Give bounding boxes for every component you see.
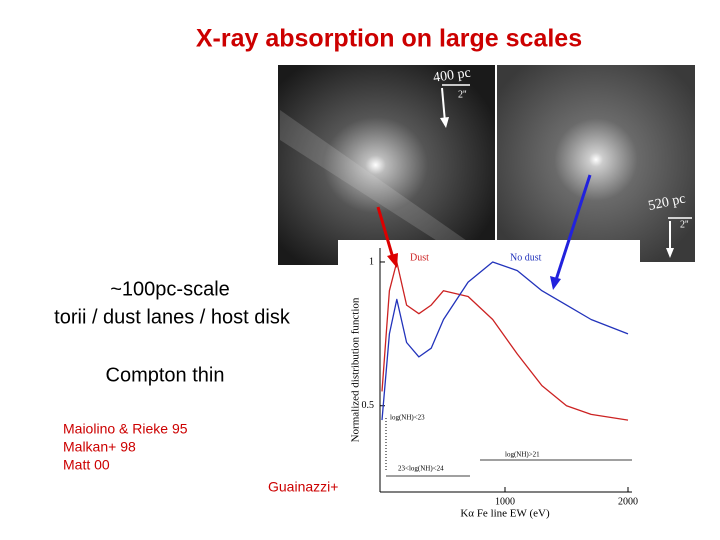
title: X-ray absorption on large scales	[196, 25, 582, 53]
data-line	[381, 261, 629, 421]
x-tick-label: 2000	[618, 496, 638, 507]
y-axis-label: Normalized distribution function	[350, 297, 362, 442]
data-line	[381, 261, 629, 421]
bar-label: 2''	[458, 89, 467, 100]
compton-text: Compton thin	[106, 364, 225, 386]
scale-text: ~100pc-scale	[110, 278, 230, 300]
legend-entry: Dust	[410, 252, 429, 263]
plot-panel	[338, 240, 640, 528]
pointer-arrow-head	[387, 253, 398, 268]
pointer-arrow	[554, 174, 592, 281]
reference: Malkan+ 98	[63, 439, 136, 455]
bar-label: 2''	[680, 219, 689, 230]
annotation: log(NH)>21	[505, 451, 540, 459]
credit: Guainazzi+ 05	[268, 479, 358, 495]
dust-lane	[280, 110, 480, 262]
y-tick-label: 1	[369, 256, 374, 267]
x-axis-label: Kα Fe line EW (eV)	[460, 508, 550, 520]
annotation: 23<log(NH)<24	[398, 465, 444, 473]
arrow	[441, 87, 446, 123]
legend-entry: No dust	[510, 252, 542, 263]
right-photo	[497, 65, 695, 262]
scale-label: 400 pc	[432, 66, 471, 86]
reference: Maiolino & Rieke 95	[63, 421, 188, 437]
x-tick-label: 1000	[495, 496, 515, 507]
y-tick-label: 0.5	[362, 400, 375, 411]
arrow-head	[666, 248, 674, 258]
reference: Matt 00	[63, 457, 110, 473]
pointer-arrow-head	[550, 276, 561, 290]
scale-text: torii / dust lanes / host disk	[54, 306, 291, 328]
plot: Normalized distribution function Kα Fe l…	[338, 240, 640, 528]
pointer-arrow	[376, 206, 395, 259]
arrow-head	[440, 117, 449, 128]
annotation: log(NH)<23	[390, 414, 425, 422]
